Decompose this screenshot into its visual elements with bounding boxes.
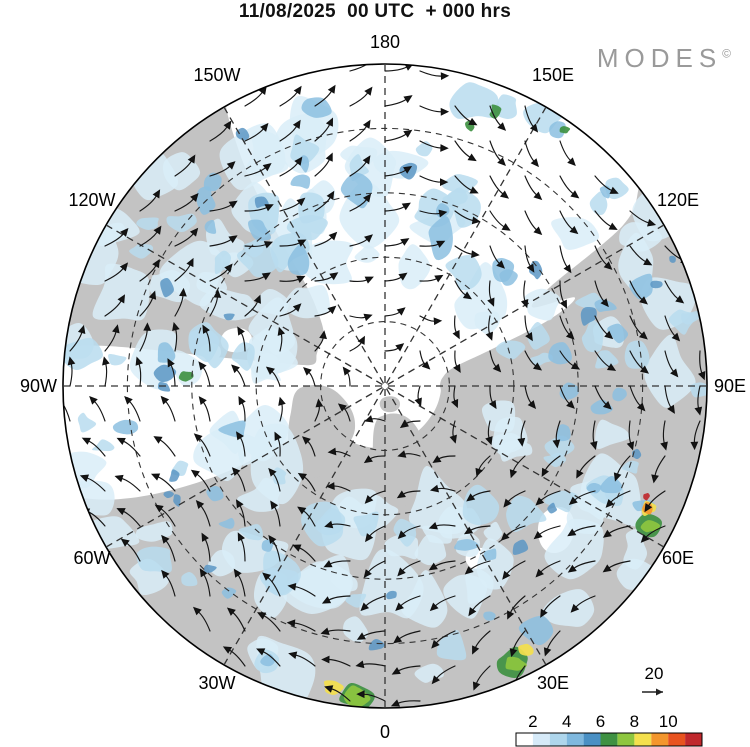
svg-text:20: 20 (645, 664, 664, 683)
svg-text:120W: 120W (68, 190, 115, 210)
svg-text:90W: 90W (20, 376, 57, 396)
svg-text:180: 180 (370, 32, 400, 52)
svg-text:120E: 120E (657, 190, 699, 210)
svg-text:60E: 60E (662, 548, 694, 568)
svg-text:150W: 150W (193, 65, 240, 85)
svg-text:30W: 30W (198, 673, 235, 693)
svg-text:8: 8 (630, 712, 639, 731)
svg-text:60W: 60W (73, 548, 110, 568)
svg-text:2: 2 (528, 712, 537, 731)
svg-text:10: 10 (659, 712, 678, 731)
svg-text:0: 0 (380, 722, 390, 742)
svg-text:30E: 30E (537, 673, 569, 693)
svg-text:4: 4 (562, 712, 571, 731)
svg-text:6: 6 (596, 712, 605, 731)
svg-text:150E: 150E (532, 65, 574, 85)
svg-text:90E: 90E (714, 376, 746, 396)
